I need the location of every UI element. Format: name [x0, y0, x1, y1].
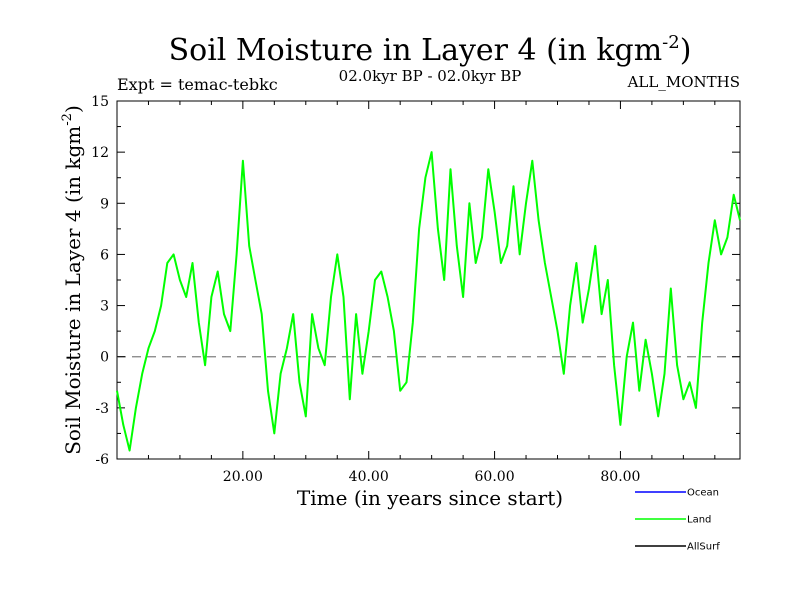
y-axis-ticks: -6 -3 0 3 6 9 12 15	[91, 94, 740, 468]
legend-label-ocean: Ocean	[687, 488, 719, 499]
y-tick-label: 3	[100, 299, 109, 315]
series-line-land	[116, 151, 741, 452]
x-tick-label: 60.00	[475, 469, 515, 485]
x-tick-label: 40.00	[349, 469, 389, 485]
y-tick-label: -3	[95, 401, 109, 417]
x-axis-ticks: 20.00 40.00 60.00 80.00	[147, 101, 716, 485]
y-tick-label: 6	[100, 247, 109, 263]
y-axis-label: Soil Moisture in Layer 4 (in kgm-2)	[60, 105, 85, 455]
plot-frame	[116, 100, 741, 460]
legend-label-allsurf: AllSurf	[687, 542, 720, 553]
y-tick-label: 0	[100, 350, 109, 366]
series-group	[116, 151, 741, 452]
x-axis-label: Time (in years since start)	[297, 486, 563, 510]
y-tick-label: 9	[100, 196, 109, 212]
legend: Ocean Land AllSurf	[635, 488, 720, 553]
y-tick-label: 15	[91, 94, 109, 110]
y-tick-label: 12	[91, 145, 109, 161]
legend-label-land: Land	[687, 515, 711, 526]
chart-title: Soil Moisture in Layer 4 (in kgm-2)	[169, 32, 692, 68]
x-tick-label: 80.00	[600, 469, 640, 485]
months-label: ALL_MONTHS	[627, 73, 740, 91]
y-tick-label: -6	[95, 452, 109, 468]
experiment-label: Expt = temac-tebkc	[117, 75, 278, 94]
x-tick-label: 20.00	[223, 469, 263, 485]
period-label: 02.0kyr BP - 02.0kyr BP	[339, 67, 522, 85]
